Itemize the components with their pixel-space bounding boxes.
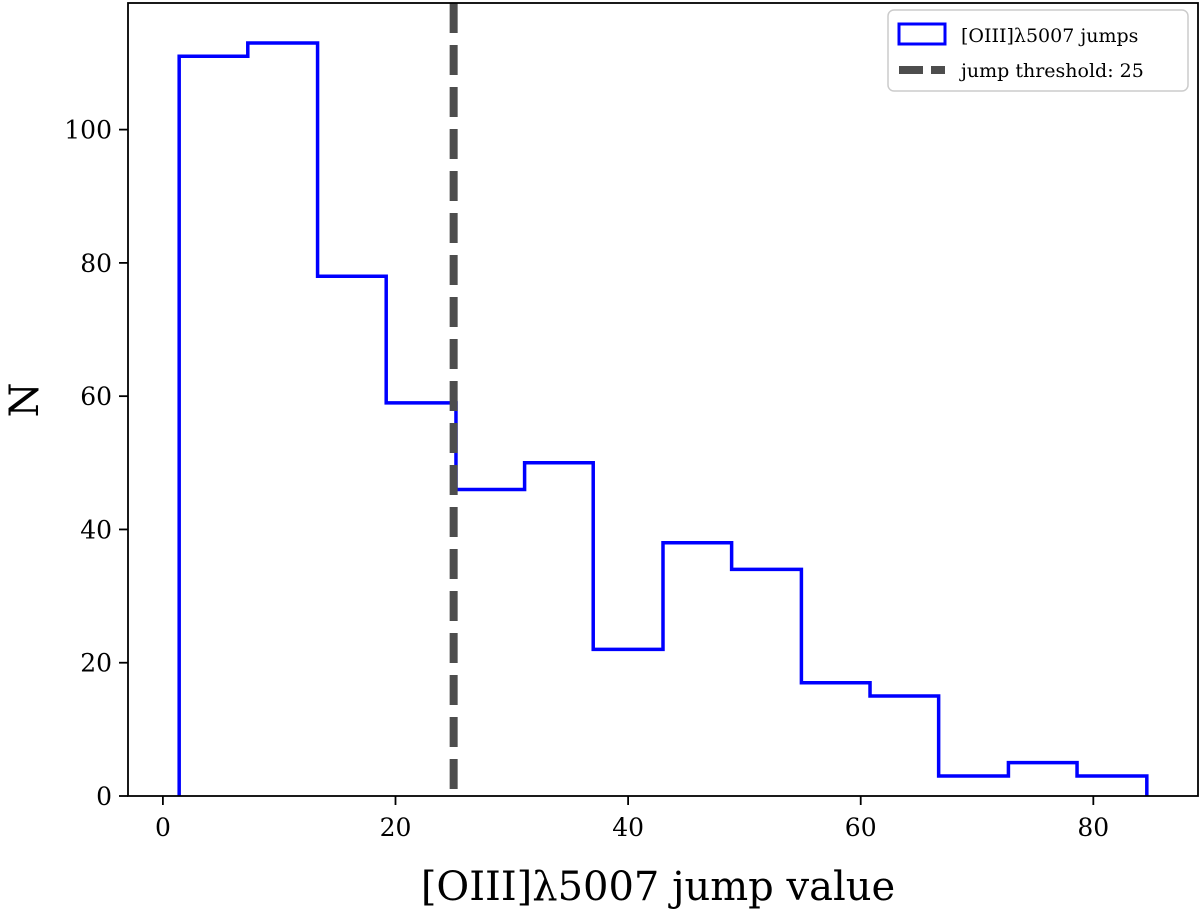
- y-tick-label: 80: [80, 249, 112, 278]
- x-tick-label: 40: [612, 813, 644, 842]
- legend-label-threshold: jump threshold: 25: [959, 60, 1144, 82]
- y-tick-label: 20: [80, 649, 112, 678]
- legend-box: [887, 9, 1189, 92]
- x-tick-label: 20: [380, 813, 412, 842]
- y-tick-label: 60: [80, 382, 112, 411]
- x-axis-label: [OIII]λ5007 jump value: [421, 864, 895, 910]
- x-tick-label: 60: [845, 813, 877, 842]
- legend: [OIII]λ5007 jumps jump threshold: 25: [887, 9, 1189, 92]
- y-tick-label: 0: [96, 782, 112, 811]
- legend-label-histogram: [OIII]λ5007 jumps: [961, 25, 1138, 47]
- y-tick-label: 40: [80, 515, 112, 544]
- axes-frame: [127, 2, 1199, 797]
- histogram-series: [177, 41, 1149, 796]
- axes: 0 20 40 60 80 0 20 40 60 80 100: [64, 2, 1199, 842]
- y-tick-label: 100: [64, 116, 112, 145]
- y-axis-label: N: [2, 383, 48, 418]
- x-tick-label: 0: [155, 813, 171, 842]
- x-tick-label: 80: [1077, 813, 1109, 842]
- legend-swatch-histogram: [897, 22, 947, 46]
- plot-area: [177, 3, 1149, 796]
